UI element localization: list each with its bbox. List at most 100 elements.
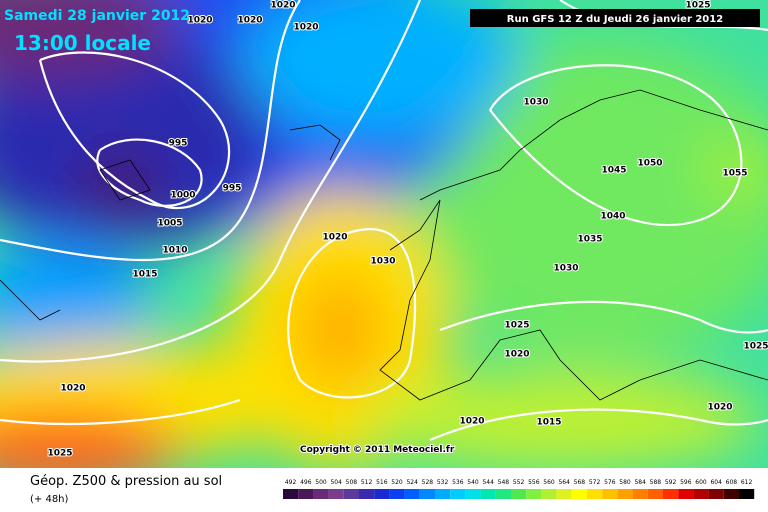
isobar-label: 1030 xyxy=(370,257,395,267)
scale-label: 548 xyxy=(498,479,510,486)
isobar-label: 1025 xyxy=(743,342,768,352)
isobar-label: 1000 xyxy=(170,191,195,201)
scale-swatch xyxy=(435,489,451,499)
isobar-label: 1050 xyxy=(637,159,662,169)
scale-swatch xyxy=(541,489,557,499)
scale-label: 608 xyxy=(726,479,738,486)
isobar-label: 1005 xyxy=(157,219,182,229)
isobar-labels: 1020 1020 1020 1020 1025 1030 995 995 1000 1005 10… xyxy=(46,0,768,460)
isobar-label: 1020 xyxy=(60,384,85,394)
isobar-label: 1020 xyxy=(707,403,732,413)
scale-swatch xyxy=(571,489,587,499)
scale-swatch xyxy=(693,489,709,499)
time: 13:00 locale xyxy=(14,31,151,55)
scale-label: 544 xyxy=(482,479,494,486)
isobar-label: 1020 xyxy=(322,233,347,243)
scale-swatch xyxy=(298,489,314,499)
scale-swatch xyxy=(313,489,329,499)
color-scale: 492 496 500 504 508 512 516 520 524 528 532 536 540 5… xyxy=(283,479,755,499)
isobar-label: 1035 xyxy=(577,235,602,245)
scale-swatch xyxy=(556,489,572,499)
scale-label: 592 xyxy=(665,479,677,486)
isobar-label: 1025 xyxy=(685,1,710,11)
isobar-label: 1020 xyxy=(459,417,484,427)
scale-label: 512 xyxy=(361,479,373,486)
scale-swatch xyxy=(602,489,618,499)
scale-swatch xyxy=(328,489,344,499)
scale-label: 552 xyxy=(513,479,525,486)
footer-title: Géop. Z500 & pression au sol xyxy=(30,474,222,489)
scale-swatch xyxy=(708,489,724,499)
scale-label: 584 xyxy=(634,479,646,486)
scale-label: 528 xyxy=(422,479,434,486)
scale-label: 520 xyxy=(391,479,403,486)
isobar-label: 1015 xyxy=(132,270,157,280)
scale-label: 604 xyxy=(710,479,722,486)
scale-swatch xyxy=(663,489,679,499)
scale-swatch xyxy=(617,489,633,499)
scale-swatch xyxy=(374,489,390,499)
scale-swatch xyxy=(419,489,435,499)
scale-label: 596 xyxy=(680,479,692,486)
scale-swatch xyxy=(359,489,375,499)
isobar-label: 1045 xyxy=(601,166,626,176)
isobar-label: 1015 xyxy=(536,418,561,428)
scale-label: 500 xyxy=(315,479,327,486)
isobar-label: 1025 xyxy=(47,449,72,459)
scale-swatch xyxy=(389,489,405,499)
scale-label: 580 xyxy=(619,479,631,486)
isobar-label: 1020 xyxy=(504,350,529,360)
scale-label: 492 xyxy=(285,479,297,486)
scale-swatch xyxy=(343,489,359,499)
scale-label: 504 xyxy=(330,479,342,486)
scale-label: 496 xyxy=(300,479,312,486)
scale-label: 600 xyxy=(695,479,707,486)
isobar-label: 995 xyxy=(223,184,242,194)
scale-label: 556 xyxy=(528,479,540,486)
scale-label: 572 xyxy=(589,479,601,486)
scale-label: 540 xyxy=(467,479,479,486)
scale-label: 568 xyxy=(574,479,586,486)
isobar-label: 1040 xyxy=(600,212,625,222)
isobar-label: 1020 xyxy=(293,23,318,33)
scale-swatch xyxy=(678,489,694,499)
date: Samedi 28 janvier 2012 xyxy=(4,8,190,24)
scale-swatch xyxy=(723,489,739,499)
scale-label: 588 xyxy=(650,479,662,486)
scale-swatch xyxy=(511,489,527,499)
scale-swatch xyxy=(465,489,481,499)
isobar-label: 1055 xyxy=(722,169,747,179)
scale-label: 536 xyxy=(452,479,464,486)
footer-lead: (+ 48h) xyxy=(30,494,69,505)
isobar-label: 1010 xyxy=(162,246,187,256)
isobar-label: 1025 xyxy=(504,321,529,331)
scale-label: 508 xyxy=(346,479,358,486)
scale-swatch xyxy=(587,489,603,499)
isobar-label: 1020 xyxy=(270,1,295,11)
scale-label: 612 xyxy=(741,479,753,486)
scale-label: 524 xyxy=(406,479,418,486)
scale-swatch xyxy=(495,489,511,499)
scale-swatch xyxy=(526,489,542,499)
scale-swatch xyxy=(632,489,648,499)
isobar-label: 1020 xyxy=(187,16,212,26)
scale-label: 564 xyxy=(558,479,570,486)
run-info: Run GFS 12 Z du Jeudi 26 janvier 2012 xyxy=(507,14,723,25)
run-box xyxy=(470,9,760,27)
scale-swatch xyxy=(404,489,420,499)
scale-swatch xyxy=(739,489,755,499)
scale-swatch xyxy=(480,489,496,499)
scale-swatch xyxy=(450,489,466,499)
scale-label: 576 xyxy=(604,479,616,486)
scale-label: 532 xyxy=(437,479,449,486)
isobar-label: 1030 xyxy=(553,264,578,274)
isobar-label: 1030 xyxy=(523,98,548,108)
isobar-label: 1020 xyxy=(237,16,262,26)
isobar-label: 995 xyxy=(169,139,188,149)
scale-swatch xyxy=(647,489,663,499)
copyright: Copyright © 2011 Meteociel.fr xyxy=(300,445,455,455)
scale-swatch xyxy=(283,489,299,499)
scale-label: 560 xyxy=(543,479,555,486)
